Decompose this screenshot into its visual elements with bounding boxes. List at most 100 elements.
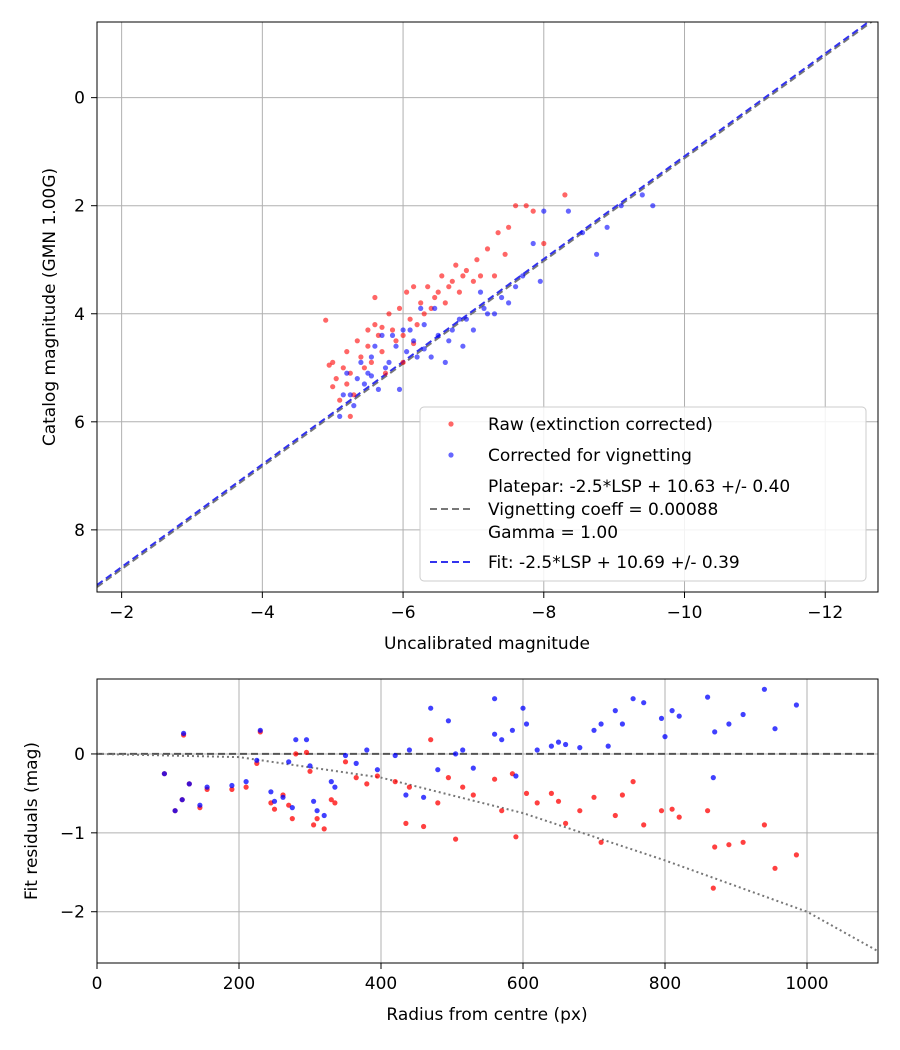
- top-point-raw: [513, 203, 519, 209]
- bot-point-raw: [364, 781, 370, 787]
- bot-point-raw: [612, 812, 618, 819]
- bot-point-corrected: [271, 798, 278, 804]
- top-point-corrected: [477, 289, 484, 295]
- bot-point-corrected: [534, 747, 540, 753]
- top-point-raw: [414, 322, 420, 328]
- bot-point-corrected: [470, 765, 476, 771]
- bot-point-raw: [761, 822, 768, 828]
- top-point-corrected: [565, 208, 572, 214]
- top-point-raw: [372, 322, 378, 328]
- bot-point-raw: [563, 820, 569, 827]
- top-point-corrected: [428, 354, 434, 360]
- bot-point-raw: [499, 808, 505, 814]
- bot-point-corrected: [364, 747, 370, 753]
- top-point-raw: [463, 267, 469, 274]
- top-point-corrected: [365, 370, 371, 376]
- top-point-corrected: [506, 300, 512, 306]
- bot-point-corrected: [181, 730, 187, 737]
- legend-raw-label: Raw (extinction corrected): [488, 415, 713, 435]
- bot-point-raw: [392, 779, 398, 785]
- bot-point-corrected: [243, 779, 249, 785]
- bot-point-raw: [435, 800, 441, 806]
- top-point-corrected: [513, 284, 519, 290]
- bot-point-corrected: [353, 760, 359, 767]
- bot-point-corrected: [509, 727, 515, 733]
- bot-point-corrected: [605, 743, 611, 749]
- top-point-raw: [379, 324, 385, 330]
- bot-point-corrected: [321, 812, 327, 819]
- top-point-raw: [365, 327, 371, 333]
- bot-point-raw: [598, 839, 604, 845]
- bot-point-corrected: [705, 694, 711, 700]
- top-point-raw: [439, 273, 445, 279]
- top-point-raw: [442, 300, 448, 306]
- top-point-corrected: [421, 346, 427, 352]
- bottom-points: [161, 686, 800, 891]
- bot-point-corrected: [460, 747, 466, 753]
- bot-point-raw: [342, 759, 349, 765]
- top-point-raw: [523, 203, 529, 209]
- bot-point-corrected: [492, 731, 498, 737]
- bot-point-corrected: [286, 759, 292, 765]
- bot-point-raw: [523, 790, 530, 797]
- bot-point-raw: [658, 808, 665, 814]
- bot-point-corrected: [761, 686, 768, 692]
- top-point-raw: [530, 208, 536, 214]
- top-point-corrected: [344, 370, 350, 376]
- bot-point-raw: [534, 800, 540, 806]
- bot-point-raw: [428, 737, 434, 743]
- top-panel: −2 −4 −6 −8 −10 −12 0 2 4 6 8 Uncalibrated magnitu…: [40, 21, 879, 654]
- top-point-raw: [449, 278, 455, 284]
- top-x-tick-label: −4: [250, 603, 275, 623]
- bot-point-corrected: [328, 779, 334, 785]
- top-point-raw: [344, 381, 350, 387]
- bot-line-vignetting-model: [97, 752, 878, 953]
- top-point-corrected: [435, 332, 441, 338]
- top-point-corrected: [382, 365, 389, 371]
- top-point-raw: [375, 332, 381, 338]
- top-y-tick-label: 8: [74, 521, 85, 541]
- bot-point-corrected: [268, 789, 274, 795]
- bot-point-corrected: [197, 802, 203, 808]
- top-point-raw: [453, 262, 459, 268]
- bot-point-corrected: [179, 797, 185, 803]
- top-point-raw: [382, 370, 389, 376]
- bot-point-corrected: [421, 794, 427, 800]
- top-point-raw: [502, 251, 508, 257]
- top-point-raw: [541, 240, 547, 247]
- bot-point-corrected: [445, 718, 451, 724]
- bot-point-raw: [705, 808, 711, 814]
- bot-point-raw: [243, 784, 249, 790]
- top-point-corrected: [537, 278, 543, 284]
- bot-point-raw: [321, 826, 327, 832]
- top-line-fit: [97, 22, 871, 586]
- top-x-tick-label: −10: [667, 603, 703, 623]
- bottom-panel: 0 200 400 600 800 1000 0 −1 −2 Radius from centr…: [22, 678, 879, 1025]
- top-point-corrected: [354, 376, 360, 382]
- top-point-corrected: [407, 327, 413, 333]
- bottom-axes-frame: [96, 678, 879, 964]
- top-point-corrected: [393, 343, 399, 349]
- legend-gamma-label: Gamma = 1.00: [488, 523, 618, 543]
- top-point-raw: [400, 332, 406, 338]
- bot-point-raw: [470, 792, 476, 798]
- top-point-raw: [421, 311, 427, 317]
- bot-point-raw: [726, 842, 732, 848]
- bot-point-corrected: [307, 763, 313, 769]
- bot-x-tick-label: 0: [92, 974, 103, 994]
- top-point-raw: [474, 257, 480, 263]
- top-x-tick-label: −2: [109, 603, 134, 623]
- bot-point-corrected: [577, 745, 583, 751]
- bot-point-raw: [641, 822, 647, 828]
- bot-point-corrected: [342, 752, 349, 759]
- bot-point-corrected: [548, 743, 555, 749]
- top-point-corrected: [520, 273, 526, 279]
- bot-point-raw: [307, 768, 313, 774]
- bot-point-raw: [712, 844, 718, 850]
- bot-point-raw: [577, 808, 583, 814]
- top-point-raw: [470, 278, 476, 284]
- bottom-y-axis-label: Fit residuals (mag): [22, 742, 42, 900]
- bot-point-raw: [314, 816, 320, 822]
- bot-point-corrected: [619, 721, 626, 727]
- bot-point-corrected: [332, 784, 338, 790]
